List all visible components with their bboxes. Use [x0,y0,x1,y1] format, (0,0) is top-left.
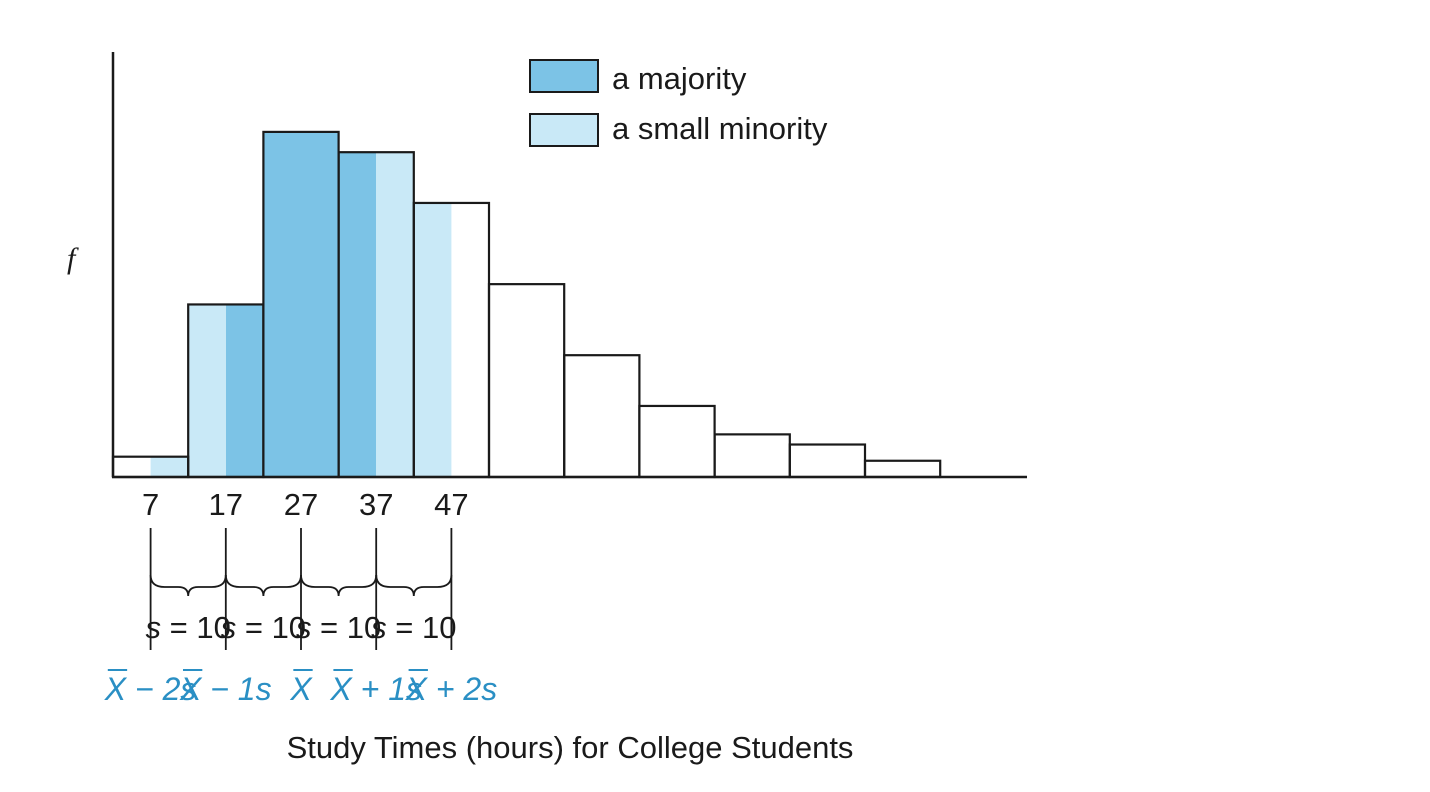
shaded-regions [150,131,452,477]
sd-spacing-label: s = 10 [146,610,231,645]
x-tick-labels: 7 17 27 37 47 [142,487,469,522]
sd-labels: X − 2sX − 1s X X + 1sX + 2s [104,669,498,707]
svg-text:X + 1s: X + 1s [329,671,422,707]
x-tick-label: 27 [284,487,318,522]
shaded-segment [150,456,189,477]
y-axis-label: f [67,242,79,275]
svg-text:X − 1s: X − 1s [179,671,272,707]
histogram-bar [788,443,867,479]
sd-brackets: s = 10s = 10s = 10s = 10 [146,528,456,650]
shaded-segment [338,152,377,477]
sd-spacing-label: s = 10 [221,610,306,645]
sd-label: X + 1s [329,669,422,707]
sd-label: X − 2s [104,669,197,707]
sd-label: X [289,669,313,707]
axes [111,52,1027,479]
legend-label-minority: a small minority [612,111,828,146]
x-axis-label: Study Times (hours) for College Students [287,730,854,765]
x-tick-label: 47 [434,487,468,522]
histogram-bar [863,459,942,479]
histogram-bar [563,354,641,479]
sd-bracket [300,574,378,597]
sd-bracket [149,574,227,597]
sd-spacing-label: s = 10 [371,610,456,645]
sd-label: X + 2s [405,669,498,707]
x-tick-label: 37 [359,487,393,522]
sd-bracket [375,574,453,597]
sd-label: X − 1s [179,669,272,707]
mean-symbol: X [104,671,128,707]
svg-text:X: X [289,671,313,707]
shaded-segment [376,152,414,477]
shaded-segment [413,202,452,477]
mean-symbol: X [289,671,313,707]
sd-spacing-label: s = 10 [296,610,381,645]
mean-symbol: X [405,671,429,707]
legend-label-majority: a majority [612,61,747,96]
legend-swatch-majority [529,59,599,93]
histogram-bar [487,283,566,479]
legend-swatch-minority [529,113,599,147]
sd-bracket [224,574,302,597]
svg-text:X + 2s: X + 2s [405,671,498,707]
shaded-segment [225,304,264,477]
histogram-bar [713,433,791,479]
mean-symbol: X [179,671,203,707]
x-tick-label: 7 [142,487,159,522]
histogram-bar [638,404,716,479]
svg-text:X − 2s: X − 2s [104,671,197,707]
shaded-segment [188,304,226,477]
mean-symbol: X [329,671,353,707]
x-tick-label: 17 [209,487,243,522]
shaded-segment [263,131,339,477]
legend: a majority a small minority [529,59,828,147]
